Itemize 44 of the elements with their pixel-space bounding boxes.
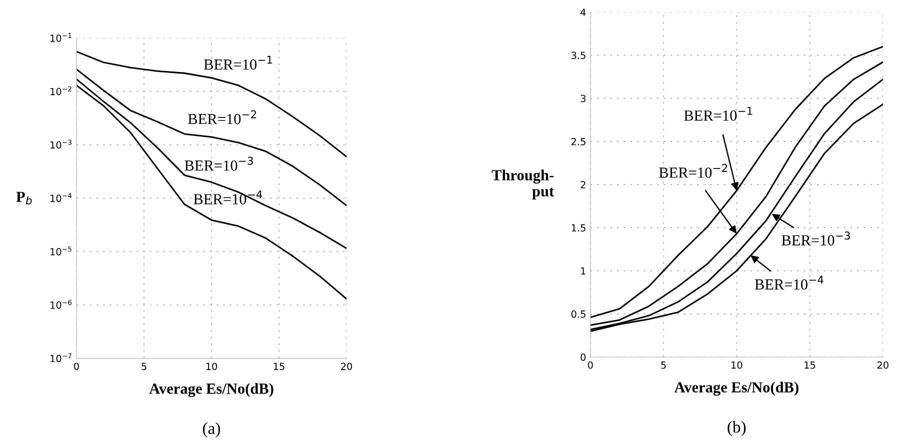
y-tick-label: 10$^{−2}$ bbox=[50, 86, 72, 96]
x-tick-label: 10 bbox=[206, 362, 218, 370]
x-axis-title: Average Es/No(dB) bbox=[674, 382, 798, 396]
y-tick-label: 0.5 bbox=[571, 310, 586, 318]
y-tick-label: 3.5 bbox=[572, 52, 586, 60]
x-axis-title: Average Es/No(dB) bbox=[149, 383, 274, 398]
y-tick-label: 1.5 bbox=[572, 224, 586, 232]
annotation: BER=10$^{−1}$ bbox=[684, 106, 752, 121]
line-series bbox=[76, 84, 346, 300]
y-tick-label: 10$^{−3}$ bbox=[50, 140, 72, 149]
y-axis-title: P$_{b}$ bbox=[16, 192, 32, 204]
y-tick-label: 10$^{−6}$ bbox=[50, 300, 72, 309]
y-tick-label: 10$^{−7}$ bbox=[50, 353, 72, 362]
x-tick-label: 5 bbox=[142, 362, 146, 370]
y-tick-label: 2 bbox=[580, 181, 586, 188]
y-tick-label: 0 bbox=[580, 354, 586, 361]
annotation: BER=10$^{−2}$ bbox=[188, 110, 256, 124]
x-tick-label: 10 bbox=[732, 361, 742, 369]
x-tick-label: 20 bbox=[877, 361, 888, 369]
annotation: BER=10$^{−4}$ bbox=[194, 190, 262, 204]
y-tick-label: 10$^{−1}$ bbox=[50, 33, 72, 42]
x-tick-label: 15 bbox=[274, 362, 284, 370]
y-tick-label: 4 bbox=[580, 8, 586, 16]
y-tick-label: 10$^{−4}$ bbox=[50, 193, 72, 202]
y-tick-label: 3 bbox=[580, 94, 586, 102]
x-tick-label: 20 bbox=[341, 362, 352, 370]
x-tick-label: 15 bbox=[804, 362, 816, 369]
x-tick-label: 5 bbox=[661, 362, 666, 369]
x-tick-label: 0 bbox=[74, 362, 79, 370]
annotation: BER=10$^{−4}$ bbox=[754, 276, 824, 290]
line-series bbox=[76, 78, 346, 250]
y-tick-label: 10$^{−5}$ bbox=[50, 246, 72, 256]
x-tick-label: 0 bbox=[588, 361, 593, 369]
line-series bbox=[76, 50, 346, 158]
line-series bbox=[76, 68, 346, 206]
y-tick-label: 1 bbox=[581, 267, 586, 275]
annotation: BER=10$^{−1}$ bbox=[204, 56, 272, 70]
annotation: BER=10$^{−2}$ bbox=[659, 164, 728, 178]
y-axis-title: Through- put bbox=[492, 170, 554, 200]
text: (a) bbox=[202, 422, 220, 438]
y-tick-label: 2.5 bbox=[571, 138, 586, 146]
text: (b) bbox=[728, 420, 746, 436]
annotation: BER=10$^{−3}$ bbox=[184, 156, 253, 171]
annotation: BER=10$^{−3}$ bbox=[782, 232, 850, 246]
